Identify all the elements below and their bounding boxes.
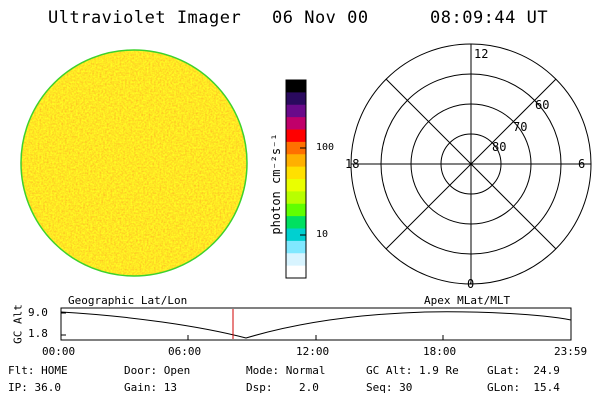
colorbar-frame	[285, 79, 307, 279]
colorbar-segment	[286, 216, 306, 230]
status-dsp: Dsp: 2.0	[246, 381, 319, 394]
status-seq: Seq: 30	[366, 381, 413, 394]
uv-image-disk	[20, 49, 248, 277]
colorbar-segment	[286, 92, 306, 106]
orbit-right-title: Apex MLat/MLT	[424, 294, 511, 307]
orbit-xtick-label-0000: 00:00	[42, 345, 76, 358]
image-date: 06 Nov 00	[272, 8, 369, 28]
colorbar-segment	[286, 179, 306, 192]
instrument-title: Ultraviolet Imager	[48, 8, 242, 28]
colorbar-segment	[286, 104, 306, 118]
image-time: 08:09:44 UT	[430, 8, 549, 28]
colorbar-segment	[286, 141, 306, 155]
mlt-label-6: 6	[578, 157, 586, 171]
mlt-label-18: 18	[345, 157, 360, 171]
colorbar-tick-label-100: 100	[316, 142, 335, 153]
status-glat: GLat: 24.9	[487, 364, 560, 377]
orbit-xtick-label-1200: 12:00	[296, 345, 330, 358]
lat-label-80: 80	[492, 140, 507, 154]
colorbar-segment	[286, 166, 306, 180]
colorbar-unit-label: photon cm⁻²s⁻¹	[269, 133, 283, 235]
colorbar-segment	[286, 240, 306, 254]
lat-label-70: 70	[513, 120, 528, 134]
status-gain: Gain: 13	[124, 381, 177, 394]
orbit-xtick-label-0600: 06:00	[168, 345, 202, 358]
colorbar-segment	[286, 129, 306, 143]
status-flight: Flt: HOME	[8, 364, 68, 377]
colorbar-segment	[286, 80, 306, 93]
orbit-xtick-label-2359: 23:59	[554, 345, 588, 358]
colorbar-segment	[286, 228, 306, 242]
lat-label-60: 60	[535, 98, 550, 112]
colorbar-segment	[286, 191, 306, 205]
colorbar-segment	[286, 117, 306, 131]
colorbar-segment	[286, 265, 306, 279]
status-gc-alt: GC Alt: 1.9 Re	[366, 364, 459, 377]
mlt-label-0: 0	[467, 277, 475, 291]
altitude-curve	[60, 311, 572, 339]
status-ip: IP: 36.0	[8, 381, 61, 394]
colorbar	[286, 80, 306, 279]
orbit-plot-frame	[60, 307, 572, 341]
polar-grid	[350, 43, 592, 285]
orbit-ylabel: GC Alt	[11, 304, 25, 344]
orbit-plot	[60, 307, 572, 341]
orbit-ytick-label-high: 9.0	[28, 306, 48, 319]
colorbar-segment	[286, 203, 306, 217]
status-mode: Mode: Normal	[246, 364, 326, 377]
orbit-left-title: Geographic Lat/Lon	[68, 294, 188, 307]
colorbar-segment	[286, 154, 306, 168]
polar-diagonal-2	[385, 78, 557, 250]
status-glon: GLon: 15.4	[487, 381, 560, 394]
mlt-label-12: 12	[474, 47, 489, 61]
orbit-ytick-label-low: 1.8	[28, 327, 48, 340]
orbit-xtick-label-1800: 18:00	[423, 345, 457, 358]
colorbar-tick-label-10: 10	[316, 229, 329, 240]
colorbar-segment	[286, 253, 306, 267]
status-door: Door: Open	[124, 364, 191, 377]
